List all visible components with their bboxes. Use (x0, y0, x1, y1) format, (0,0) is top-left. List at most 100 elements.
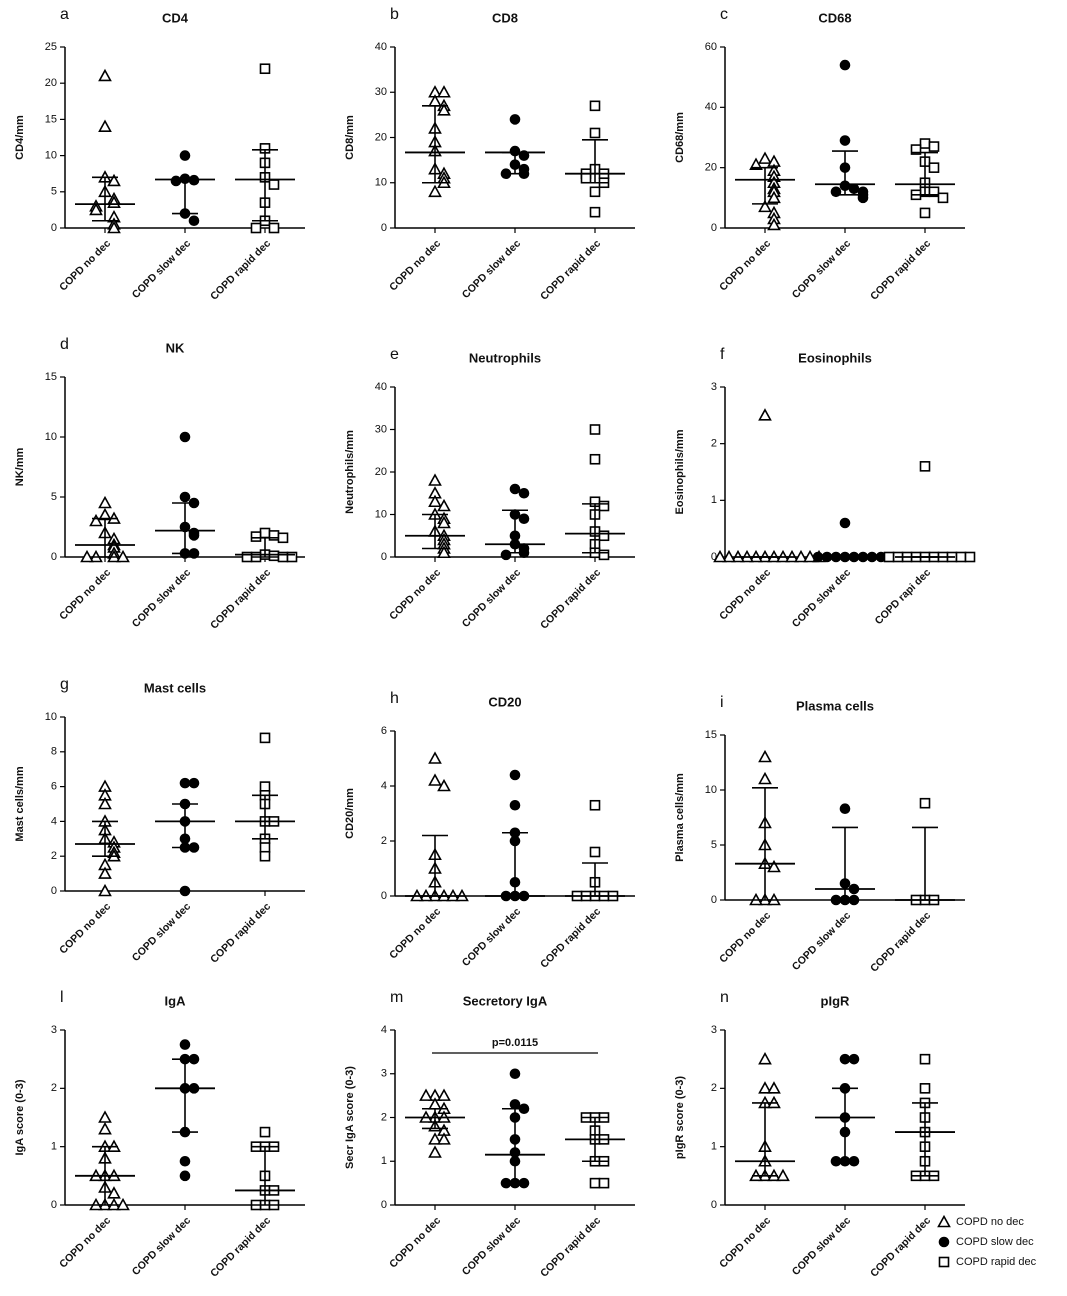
y-tick-label: 30 (375, 423, 387, 435)
x-tick-label: COPD slow dec (460, 566, 523, 629)
data-point (518, 150, 530, 161)
legend-label: COPD slow dec (956, 1236, 1034, 1248)
legend-marker (937, 1214, 951, 1228)
y-tick-label: 3 (711, 381, 717, 393)
data-point (259, 850, 271, 862)
data-point (179, 150, 191, 161)
y-axis-label: Eosinophils/mm (674, 429, 686, 514)
data-point (428, 473, 442, 486)
data-point (518, 487, 530, 499)
x-tick-label: COPD no dec (57, 566, 113, 622)
y-tick-label: 3 (711, 1024, 717, 1036)
data-point (437, 85, 451, 98)
data-point (919, 138, 931, 149)
data-point (919, 207, 931, 219)
data-point (437, 545, 451, 559)
data-point (910, 144, 922, 155)
y-axis-label: Secr IgA score (0-3) (344, 1066, 356, 1169)
y-tick-label: 20 (375, 131, 387, 143)
data-point (89, 513, 103, 527)
data-point (241, 551, 253, 563)
data-point (250, 222, 262, 234)
x-tick-label: COPD slow dec (130, 237, 193, 300)
panel-letter: h (390, 690, 399, 707)
y-tick-label: 0 (51, 222, 57, 234)
data-point (713, 549, 727, 563)
y-tick-label: 0 (381, 551, 387, 563)
legend-marker (938, 1236, 950, 1248)
y-tick-label: 60 (705, 41, 717, 53)
x-tick-label: COPD rapid dec (868, 1214, 933, 1279)
data-point (848, 1053, 860, 1065)
y-tick-label: 0 (381, 890, 387, 902)
data-point (428, 1145, 442, 1158)
y-tick-label: 5 (711, 839, 717, 851)
y-tick-label: 8 (51, 746, 57, 758)
data-point (259, 842, 271, 853)
data-point (848, 183, 860, 195)
data-point (589, 1177, 601, 1189)
data-point (928, 141, 940, 152)
y-tick-label: 0 (711, 551, 717, 563)
data-point (758, 749, 772, 763)
y-tick-label: 6 (381, 725, 387, 737)
data-point (937, 192, 949, 204)
x-tick-label: COPD slow dec (790, 1214, 853, 1277)
data-point (419, 1088, 433, 1101)
data-point (589, 424, 601, 435)
data-point (80, 549, 94, 563)
data-point (179, 1155, 191, 1167)
y-tick-label: 2 (381, 1111, 387, 1123)
panel-title: CD20 (488, 694, 521, 709)
y-tick-label: 3 (381, 1068, 387, 1080)
panel-letter: b (390, 6, 399, 23)
data-point (437, 778, 451, 792)
data-point (98, 796, 112, 810)
x-tick-label: COPD no dec (57, 237, 113, 293)
x-tick-label: COPD rapid dec (538, 905, 603, 970)
y-axis-label: Plasma cells/mm (674, 773, 686, 862)
panel-letter: m (390, 989, 403, 1006)
y-tick-label: 3 (51, 1024, 57, 1036)
data-point (509, 799, 521, 811)
data-point (179, 885, 191, 897)
data-point (98, 1110, 112, 1123)
y-tick-label: 15 (45, 371, 57, 383)
data-point (268, 550, 280, 562)
x-tick-label: COPD slow dec (460, 1214, 523, 1277)
data-point (509, 483, 521, 495)
data-point (259, 527, 271, 539)
x-tick-label: COPD slow dec (790, 566, 853, 629)
data-point (277, 532, 289, 544)
y-axis-label: Mast cells/mm (14, 766, 26, 841)
y-tick-label: 30 (375, 86, 387, 98)
data-point (428, 184, 442, 198)
x-tick-label: COPD no dec (717, 909, 773, 965)
data-point (589, 799, 601, 811)
panel-letter: f (720, 346, 725, 363)
data-point (758, 408, 772, 421)
y-tick-label: 20 (45, 77, 57, 89)
data-point (509, 1068, 521, 1080)
y-tick-label: 40 (375, 41, 387, 53)
y-axis-label: CD20/mm (344, 788, 356, 839)
data-point (188, 215, 200, 227)
panel-title: CD8 (492, 10, 518, 25)
y-tick-label: 20 (375, 466, 387, 478)
x-tick-label: COPD rapid dec (208, 900, 273, 965)
data-point (98, 495, 112, 509)
y-tick-label: 10 (375, 508, 387, 520)
data-point (839, 135, 851, 146)
data-point (437, 1132, 451, 1145)
data-point (955, 551, 967, 563)
panel-title: IgA (165, 993, 187, 1008)
y-tick-label: 6 (51, 781, 57, 793)
x-tick-label: COPD rapid dec (538, 566, 603, 631)
data-point (170, 175, 182, 187)
data-point (107, 173, 121, 187)
x-tick-label: COPD rapid dec (208, 237, 273, 302)
data-point (767, 217, 781, 231)
data-point (428, 494, 442, 508)
y-axis-label: IgA score (0-3) (14, 1079, 26, 1155)
y-tick-label: 25 (45, 41, 57, 53)
